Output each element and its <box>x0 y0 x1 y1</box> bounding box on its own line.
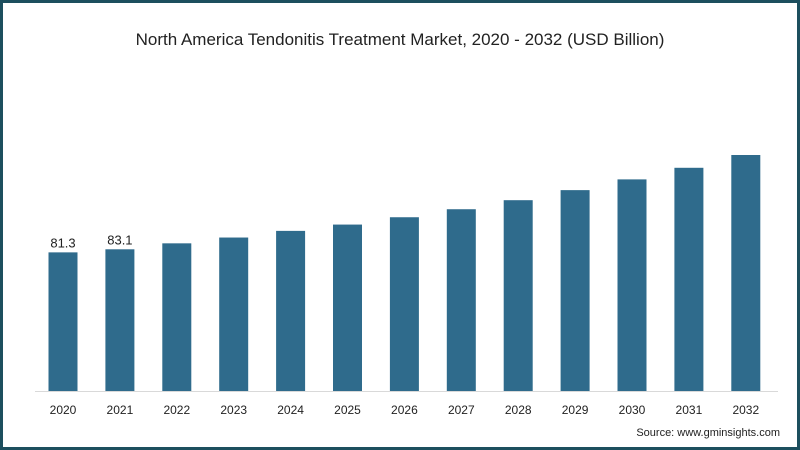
x-tick-label: 2031 <box>676 403 703 417</box>
x-tick-label: 2024 <box>277 403 304 417</box>
bar-2024 <box>276 230 306 391</box>
bar-2027 <box>446 209 476 391</box>
bar-2021 <box>105 249 135 391</box>
x-tick-label: 2021 <box>107 403 134 417</box>
x-tick-label: 2030 <box>619 403 646 417</box>
bar-2029 <box>560 190 590 391</box>
bar-2026 <box>389 217 419 391</box>
bar-2030 <box>617 179 647 391</box>
x-tick-label: 2032 <box>732 403 759 417</box>
data-label: 83.1 <box>107 232 132 247</box>
bar-2020 <box>48 252 78 391</box>
source-note: Source: www.gminsights.com <box>636 427 780 439</box>
chart-title: North America Tendonitis Treatment Marke… <box>135 30 665 49</box>
x-tick-label: 2020 <box>50 403 77 417</box>
bar-2023 <box>219 237 249 391</box>
x-tick-label: 2027 <box>448 403 475 417</box>
x-tick-label: 2026 <box>391 403 418 417</box>
data-label: 81.3 <box>50 235 75 250</box>
x-tick-label: 2025 <box>334 403 361 417</box>
x-tick-label: 2029 <box>562 403 589 417</box>
bar-2028 <box>503 200 533 391</box>
x-tick-label: 2028 <box>505 403 532 417</box>
bar-2032 <box>731 155 761 391</box>
bar-2025 <box>333 224 362 391</box>
bar-2022 <box>162 243 192 391</box>
bar-2031 <box>674 167 704 391</box>
x-tick-label: 2022 <box>163 403 190 417</box>
x-tick-label: 2023 <box>220 403 247 417</box>
